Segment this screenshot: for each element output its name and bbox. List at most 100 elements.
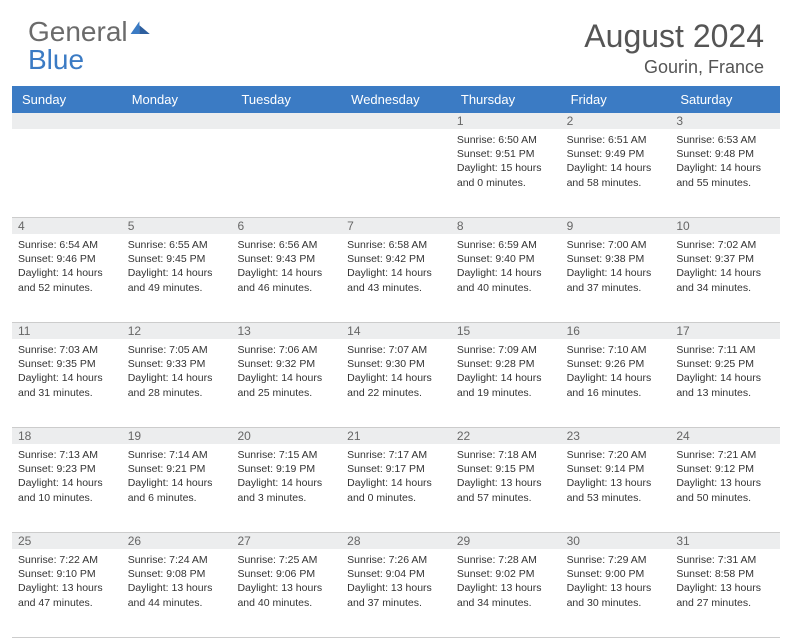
day-cell-text: Sunrise: 7:28 AM Sunset: 9:02 PM Dayligh… (457, 553, 555, 610)
day-cell: Sunrise: 6:54 AM Sunset: 9:46 PM Dayligh… (12, 234, 122, 322)
day-cell: Sunrise: 6:53 AM Sunset: 9:48 PM Dayligh… (670, 129, 780, 217)
day-number: 31 (670, 533, 780, 549)
weeks-container: 12 3 Sunrise: 6:50 AM Sunset: 9:51 PM Dayl… (12, 113, 780, 638)
day-cell-text: Sunrise: 7:09 AM Sunset: 9:28 PM Dayligh… (457, 343, 555, 400)
day-number: 27 (231, 533, 341, 549)
calendar: SundayMondayTuesdayWednesdayThursdayFrid… (0, 86, 792, 638)
day-cell: Sunrise: 7:25 AM Sunset: 9:06 PM Dayligh… (231, 549, 341, 637)
day-number: 14 (341, 323, 451, 339)
day-number (12, 113, 122, 129)
day-cell: Sunrise: 6:55 AM Sunset: 9:45 PM Dayligh… (122, 234, 232, 322)
day-number: 8 (451, 218, 561, 234)
day-number (122, 113, 232, 129)
day-number: 6 (231, 218, 341, 234)
day-cell-text: Sunrise: 7:07 AM Sunset: 9:30 PM Dayligh… (347, 343, 445, 400)
day-number: 12 (122, 323, 232, 339)
day-number: 3 (670, 113, 780, 129)
day-header: Sunday (12, 86, 122, 113)
day-cell-text: Sunrise: 7:18 AM Sunset: 9:15 PM Dayligh… (457, 448, 555, 505)
day-cell-text: Sunrise: 7:21 AM Sunset: 9:12 PM Dayligh… (676, 448, 774, 505)
day-cell: Sunrise: 7:22 AM Sunset: 9:10 PM Dayligh… (12, 549, 122, 637)
day-cell-text: Sunrise: 7:25 AM Sunset: 9:06 PM Dayligh… (237, 553, 335, 610)
day-cell: Sunrise: 7:31 AM Sunset: 8:58 PM Dayligh… (670, 549, 780, 637)
day-cell: Sunrise: 7:03 AM Sunset: 9:35 PM Dayligh… (12, 339, 122, 427)
day-header: Friday (561, 86, 671, 113)
day-cell: Sunrise: 7:15 AM Sunset: 9:19 PM Dayligh… (231, 444, 341, 532)
day-header: Monday (122, 86, 232, 113)
day-number: 28 (341, 533, 451, 549)
day-cell-text: Sunrise: 7:24 AM Sunset: 9:08 PM Dayligh… (128, 553, 226, 610)
logo: GeneralBlue (28, 18, 152, 74)
page-header: GeneralBlue August 2024 Gourin, France (0, 0, 792, 86)
day-number: 24 (670, 428, 780, 444)
day-cell-text: Sunrise: 7:10 AM Sunset: 9:26 PM Dayligh… (567, 343, 665, 400)
day-cell: Sunrise: 7:06 AM Sunset: 9:32 PM Dayligh… (231, 339, 341, 427)
day-cell-text: Sunrise: 7:03 AM Sunset: 9:35 PM Dayligh… (18, 343, 116, 400)
day-cell-text: Sunrise: 6:55 AM Sunset: 9:45 PM Dayligh… (128, 238, 226, 295)
day-cell: Sunrise: 7:24 AM Sunset: 9:08 PM Dayligh… (122, 549, 232, 637)
day-cell: Sunrise: 7:14 AM Sunset: 9:21 PM Dayligh… (122, 444, 232, 532)
day-cell: Sunrise: 7:26 AM Sunset: 9:04 PM Dayligh… (341, 549, 451, 637)
day-header: Tuesday (231, 86, 341, 113)
day-cell: Sunrise: 7:29 AM Sunset: 9:00 PM Dayligh… (561, 549, 671, 637)
day-cell-text: Sunrise: 6:54 AM Sunset: 9:46 PM Dayligh… (18, 238, 116, 295)
day-cell-text: Sunrise: 6:53 AM Sunset: 9:48 PM Dayligh… (676, 133, 774, 190)
day-number: 11 (12, 323, 122, 339)
day-number: 29 (451, 533, 561, 549)
day-cell (341, 129, 451, 217)
logo-word2: Blue (28, 44, 84, 75)
day-cell (231, 129, 341, 217)
day-cell-text: Sunrise: 6:50 AM Sunset: 9:51 PM Dayligh… (457, 133, 555, 190)
day-number: 19 (122, 428, 232, 444)
day-cell (12, 129, 122, 217)
day-cell: Sunrise: 7:28 AM Sunset: 9:02 PM Dayligh… (451, 549, 561, 637)
day-cell-text: Sunrise: 7:26 AM Sunset: 9:04 PM Dayligh… (347, 553, 445, 610)
day-number: 2 (561, 113, 671, 129)
day-number: 25 (12, 533, 122, 549)
logo-word1: General (28, 16, 128, 47)
day-cell-text: Sunrise: 7:17 AM Sunset: 9:17 PM Dayligh… (347, 448, 445, 505)
day-number: 16 (561, 323, 671, 339)
day-number: 17 (670, 323, 780, 339)
day-number-row: 18192021222324 (12, 428, 780, 444)
day-cell: Sunrise: 6:59 AM Sunset: 9:40 PM Dayligh… (451, 234, 561, 322)
day-number: 30 (561, 533, 671, 549)
day-header: Wednesday (341, 86, 451, 113)
day-cell-text: Sunrise: 7:22 AM Sunset: 9:10 PM Dayligh… (18, 553, 116, 610)
day-cell-text: Sunrise: 6:58 AM Sunset: 9:42 PM Dayligh… (347, 238, 445, 295)
day-number: 5 (122, 218, 232, 234)
day-cell-text: Sunrise: 7:29 AM Sunset: 9:00 PM Dayligh… (567, 553, 665, 610)
day-cell-text: Sunrise: 6:56 AM Sunset: 9:43 PM Dayligh… (237, 238, 335, 295)
day-number: 20 (231, 428, 341, 444)
location: Gourin, France (584, 57, 764, 78)
day-cell: Sunrise: 7:18 AM Sunset: 9:15 PM Dayligh… (451, 444, 561, 532)
day-number: 21 (341, 428, 451, 444)
week-row: Sunrise: 6:54 AM Sunset: 9:46 PM Dayligh… (12, 234, 780, 323)
week-row: Sunrise: 7:13 AM Sunset: 9:23 PM Dayligh… (12, 444, 780, 533)
title-block: August 2024 Gourin, France (584, 18, 764, 78)
day-cell-text: Sunrise: 6:59 AM Sunset: 9:40 PM Dayligh… (457, 238, 555, 295)
day-number (341, 113, 451, 129)
day-cell: Sunrise: 7:05 AM Sunset: 9:33 PM Dayligh… (122, 339, 232, 427)
day-number-row: 11121314151617 (12, 323, 780, 339)
day-cell: Sunrise: 6:58 AM Sunset: 9:42 PM Dayligh… (341, 234, 451, 322)
day-number: 23 (561, 428, 671, 444)
day-cell-text: Sunrise: 6:51 AM Sunset: 9:49 PM Dayligh… (567, 133, 665, 190)
day-cell: Sunrise: 7:07 AM Sunset: 9:30 PM Dayligh… (341, 339, 451, 427)
day-number: 10 (670, 218, 780, 234)
day-header: Saturday (670, 86, 780, 113)
day-cell: Sunrise: 7:10 AM Sunset: 9:26 PM Dayligh… (561, 339, 671, 427)
day-cell: Sunrise: 7:11 AM Sunset: 9:25 PM Dayligh… (670, 339, 780, 427)
day-cell-text: Sunrise: 7:05 AM Sunset: 9:33 PM Dayligh… (128, 343, 226, 400)
day-cell: Sunrise: 6:56 AM Sunset: 9:43 PM Dayligh… (231, 234, 341, 322)
day-cell: Sunrise: 7:00 AM Sunset: 9:38 PM Dayligh… (561, 234, 671, 322)
day-number: 22 (451, 428, 561, 444)
month-title: August 2024 (584, 18, 764, 55)
day-number (231, 113, 341, 129)
day-number: 4 (12, 218, 122, 234)
day-number-row: 45678910 (12, 218, 780, 234)
day-cell-text: Sunrise: 7:11 AM Sunset: 9:25 PM Dayligh… (676, 343, 774, 400)
day-cell-text: Sunrise: 7:06 AM Sunset: 9:32 PM Dayligh… (237, 343, 335, 400)
day-cell-text: Sunrise: 7:00 AM Sunset: 9:38 PM Dayligh… (567, 238, 665, 295)
day-cell: Sunrise: 7:02 AM Sunset: 9:37 PM Dayligh… (670, 234, 780, 322)
